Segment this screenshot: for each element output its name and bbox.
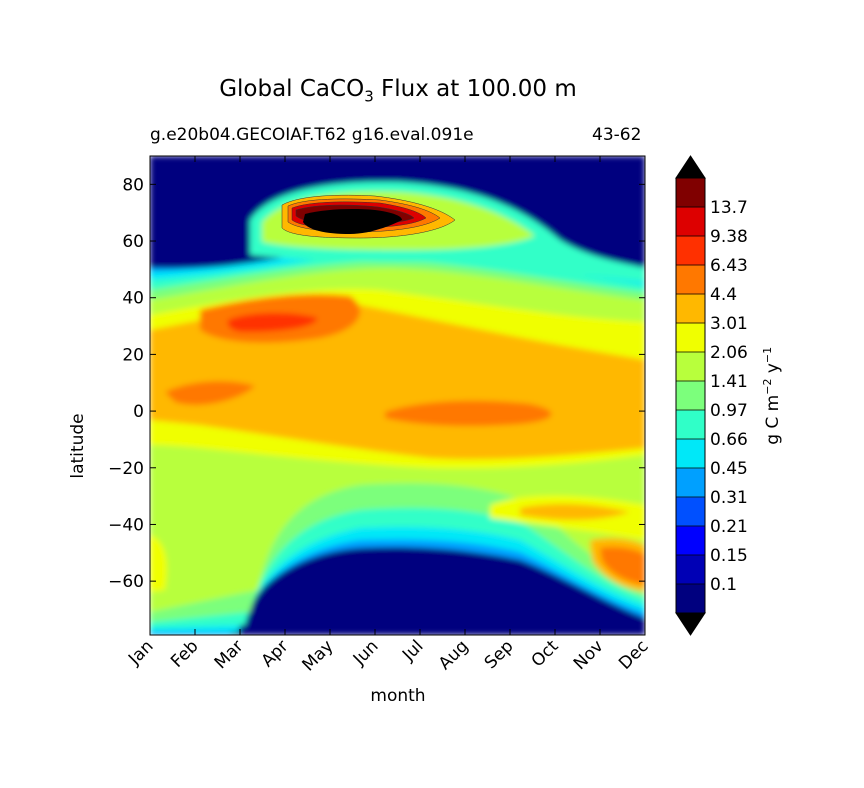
- colorbar-tick-label: 2.06: [710, 343, 748, 363]
- x-tick-label: Nov: [570, 636, 608, 674]
- colorbar-band: [676, 207, 705, 237]
- colorbar-tick-label: 4.4: [710, 285, 737, 305]
- x-tick-label: Apr: [258, 636, 293, 671]
- x-tick-label: Dec: [615, 636, 652, 673]
- y-tick-label: 60: [122, 232, 144, 252]
- colorbar-tick-label: 0.1: [710, 575, 737, 595]
- colorbar-frame: [675, 177, 706, 614]
- colorbar-tick-label: 0.15: [710, 546, 748, 566]
- colorbar-tick-label: 0.66: [710, 430, 748, 450]
- x-tick-label: Feb: [167, 636, 202, 671]
- colorbar: 0.1 0.15 0.21 0.31 0.45 0.66 0.97 1.41 2.06 3.01 4…: [675, 155, 748, 636]
- y-tick-label: 20: [122, 345, 144, 365]
- colorbar-band: [676, 526, 705, 556]
- colorbar-band: [676, 555, 705, 585]
- colorbar-band: [676, 584, 705, 614]
- colorbar-tick-label: 9.38: [710, 227, 748, 247]
- colorbar-tick-label: 0.21: [710, 517, 748, 537]
- colorbar-tick-label: 0.45: [710, 459, 748, 479]
- colorbar-band: [676, 381, 705, 411]
- contour-field: [150, 156, 645, 635]
- x-tick-label: Mar: [211, 636, 248, 673]
- y-tick-label: 80: [122, 175, 144, 195]
- colorbar-tick-label: 6.43: [710, 256, 748, 276]
- colorbar-band: [676, 439, 705, 469]
- y-tick-label: 0: [133, 402, 144, 422]
- colorbar-tick-label: 13.7: [710, 198, 748, 218]
- colorbar-band: [676, 323, 705, 353]
- x-tick-label: Aug: [435, 636, 473, 674]
- y-tick-label: −40: [108, 515, 144, 535]
- colorbar-tick-label: 3.01: [710, 314, 748, 334]
- colorbar-band: [676, 236, 705, 266]
- x-tick-label: Jun: [349, 636, 383, 670]
- colorbar-over-extension: [675, 155, 706, 179]
- colorbar-band: [676, 294, 705, 324]
- colorbar-band: [676, 178, 705, 208]
- colorbar-tick-label: 0.97: [710, 401, 748, 421]
- y-tick-label: −20: [108, 459, 144, 479]
- chart-title: Global CaCO3 Flux at 100.00 m: [219, 76, 577, 106]
- colorbar-under-extension: [675, 612, 706, 636]
- x-axis-label: month: [370, 686, 426, 706]
- x-tick-label: Jul: [398, 636, 427, 665]
- x-tick-label: Sep: [481, 636, 518, 673]
- y-tick-label: 40: [122, 289, 144, 309]
- colorbar-tick-label: 1.41: [710, 372, 748, 392]
- colorbar-band: [676, 497, 705, 527]
- chart-subtitle-case: g.e20b04.GECOIAF.T62 g16.eval.091e: [150, 125, 474, 145]
- colorbar-band: [676, 265, 705, 295]
- x-tick-label: Jan: [124, 636, 157, 669]
- colorbar-tick-label: 0.31: [710, 488, 748, 508]
- plot-frame: [149, 155, 646, 636]
- x-tick-label: May: [299, 636, 338, 675]
- x-tick-label: Oct: [528, 636, 563, 671]
- y-tick-label: −60: [108, 572, 144, 592]
- colorbar-band: [676, 410, 705, 440]
- colorbar-band: [676, 352, 705, 382]
- colorbar-band: [676, 468, 705, 498]
- chart-subtitle-years: 43-62: [592, 125, 642, 145]
